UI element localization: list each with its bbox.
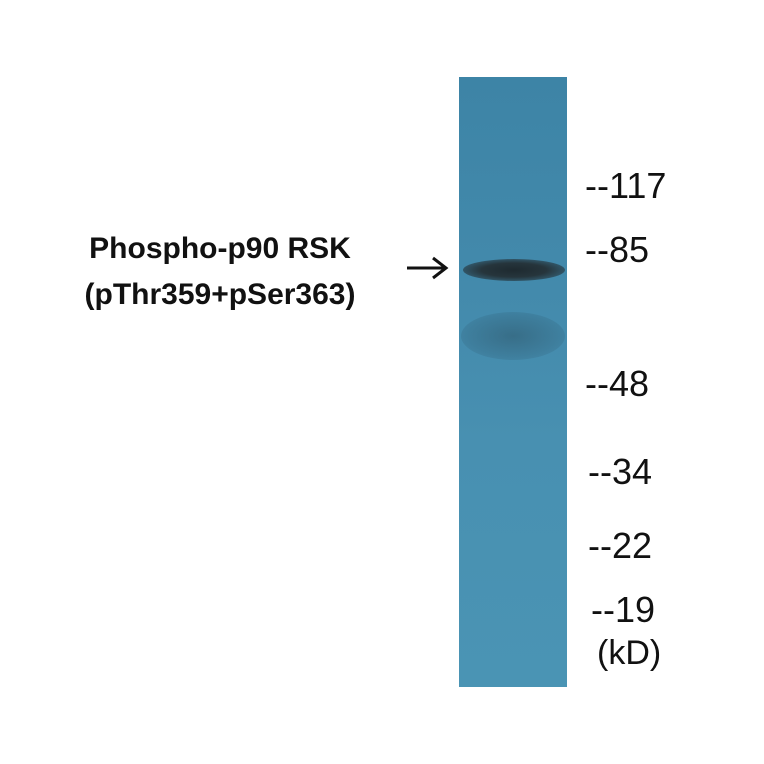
marker-117: --117 — [585, 165, 667, 206]
right-arrow-icon — [407, 256, 449, 280]
protein-label-line1: Phospho-p90 RSK — [89, 232, 351, 265]
marker-19: --19 — [591, 589, 656, 630]
protein-label-line2: (pThr359+pSer363) — [84, 278, 356, 311]
marker-22: --22 — [588, 525, 653, 566]
marker-85: --85 — [585, 229, 650, 270]
protein-band — [463, 259, 565, 281]
marker-48: --48 — [585, 363, 650, 404]
marker-34: --34 — [588, 451, 653, 492]
diffuse-band — [461, 312, 565, 360]
blot-lane — [459, 77, 567, 687]
protein-label: Phospho-p90 RSK (pThr359+pSer363) — [20, 226, 420, 318]
unit-label: (kD) — [597, 634, 662, 672]
